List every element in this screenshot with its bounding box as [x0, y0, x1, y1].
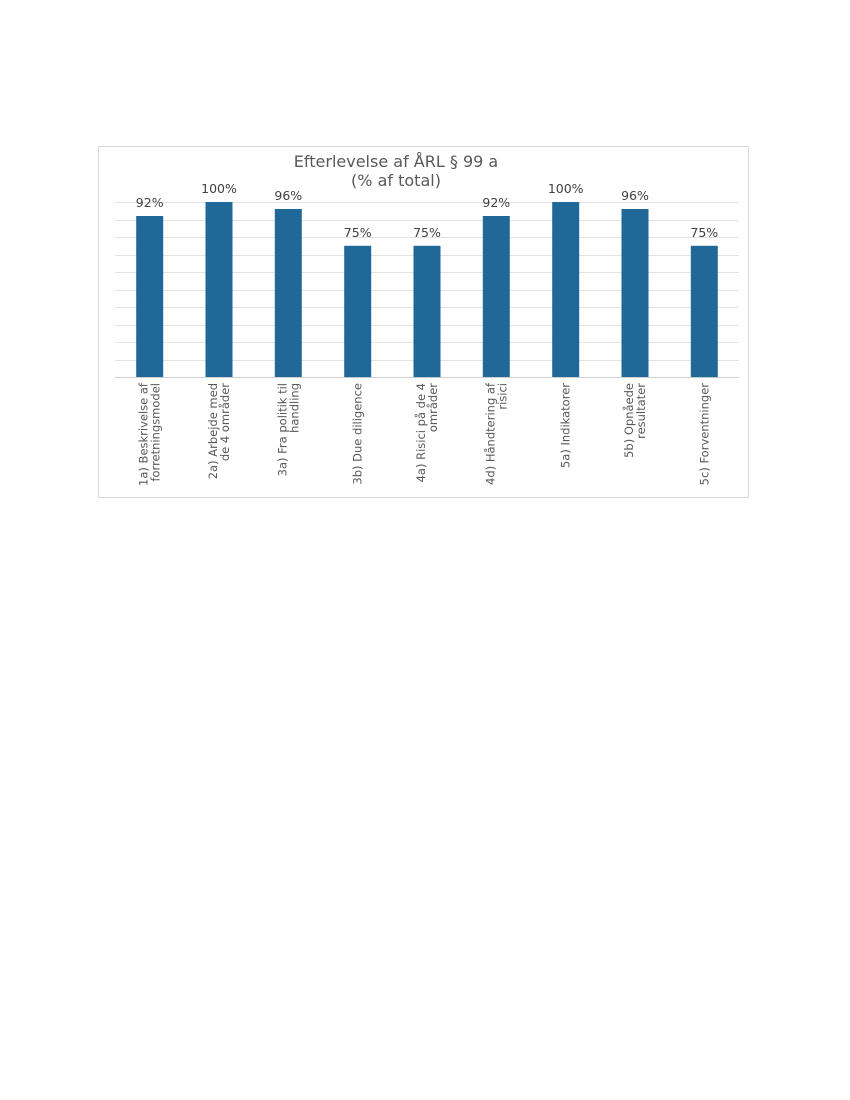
category-label-2: 2a) Arbejde medde 4 områder [206, 383, 232, 480]
bar-chart: Efterlevelse af ÅRL § 99 a(% af total) 9… [115, 152, 739, 486]
category-label-3: 3a) Fra politik tilhandling [275, 383, 301, 476]
bar-8 [621, 209, 649, 377]
data-label-5: 75% [413, 225, 441, 240]
data-label-2: 100% [201, 181, 237, 196]
chart-title-line-1: Efterlevelse af ÅRL § 99 a [294, 152, 498, 171]
chart-frame: Efterlevelse af ÅRL § 99 a (% af total) 9… [98, 146, 749, 498]
bar-9 [690, 245, 718, 378]
data-label-6: 92% [482, 195, 510, 210]
category-label-7: 5a) Indikatorer [559, 383, 573, 468]
bar-1 [136, 216, 164, 377]
bar-7 [552, 202, 580, 377]
bar-2 [205, 202, 233, 377]
category-label-9: 5c) Forventninger [697, 383, 711, 486]
data-label-4: 75% [344, 225, 372, 240]
data-labels: 92% 100% 96% 75% 75% 92% 100% 96% 75% [136, 181, 719, 240]
data-label-7: 100% [548, 181, 584, 196]
category-label-8: 5b) Opnåederesultater [622, 383, 648, 458]
bar-5 [413, 245, 441, 378]
bars [136, 202, 718, 378]
data-label-8: 96% [621, 188, 649, 203]
data-label-9: 75% [690, 225, 718, 240]
chart-title-line-2: (% af total) [351, 171, 441, 190]
category-labels: 1a) Beskrivelse afforretningsmodel 2a) Ar… [137, 382, 712, 486]
data-label-1: 92% [136, 195, 164, 210]
category-label-4: 3b) Due diligence [351, 383, 365, 485]
chart-title: Efterlevelse af ÅRL § 99 a(% af total) [294, 152, 498, 190]
bar-6 [482, 216, 510, 377]
category-label-6: 4d) Håndtering afrisici [483, 382, 509, 485]
bar-4 [344, 245, 372, 378]
category-label-1: 1a) Beskrivelse afforretningsmodel [137, 382, 163, 486]
data-label-3: 96% [274, 188, 302, 203]
category-label-5: 4a) Risici på de 4områder [414, 383, 440, 483]
bar-3 [274, 209, 302, 377]
